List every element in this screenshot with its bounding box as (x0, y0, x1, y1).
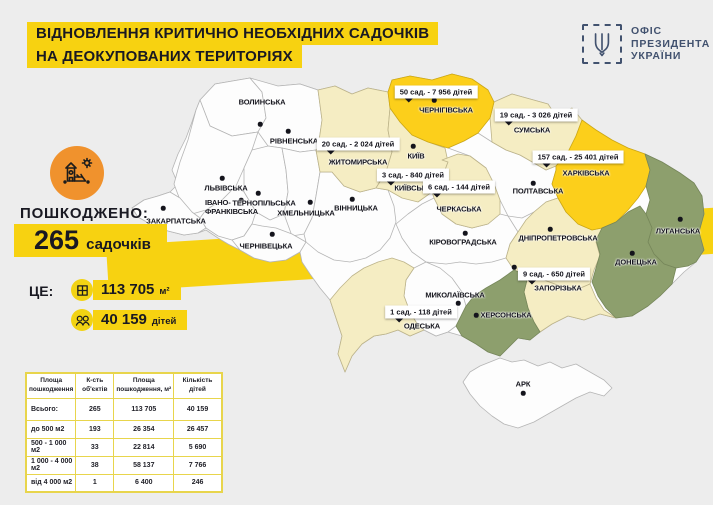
damage-breakdown-table: Площа пошкодження К-сть об'єктів Площа п… (25, 372, 223, 493)
table-cell: 6 400 (113, 473, 175, 493)
region-shape-luhanska (644, 153, 705, 269)
table-row: від 4 000 м2 1 6 400 246 (25, 473, 223, 493)
area-stat-bar: 113 705 м² (93, 280, 181, 300)
table-cell: 26 457 (173, 419, 223, 439)
damaged-label: ПОШКОДЖЕНО: (20, 205, 149, 222)
region-shape-ark-crimea (462, 357, 613, 429)
table-cell: 26 354 (113, 419, 175, 439)
logo-text: ОФІС ПРЕЗИДЕНТА УКРАЇНИ (631, 25, 711, 63)
region-shape-khersonska (455, 269, 541, 357)
table-cell: 7 766 (173, 455, 223, 475)
children-unit: дітей (151, 316, 177, 327)
table-cell: 40 159 (173, 397, 223, 421)
table-cell: до 500 м2 (25, 419, 77, 439)
table-cell: 1 000 - 4 000 м2 (25, 455, 77, 475)
table-cell: 1 (75, 473, 115, 493)
table-cell: 33 (75, 437, 115, 457)
floor-area-icon (71, 279, 93, 301)
table-cell: Всього: (25, 397, 77, 421)
children-value: 40 159 (101, 311, 147, 328)
table-row-total: Всього: 265 113 705 40 159 (25, 397, 223, 421)
damaged-total-unit: садочків (86, 236, 151, 253)
table-cell: 58 137 (113, 455, 175, 475)
table-row: до 500 м2 193 26 354 26 457 (25, 419, 223, 439)
table-row: 500 - 1 000 м2 33 22 814 5 690 (25, 437, 223, 457)
table-cell: 5 690 (173, 437, 223, 457)
table-cell: 38 (75, 455, 115, 475)
children-icon (71, 309, 93, 331)
damaged-kindergarten-icon (50, 146, 104, 200)
area-value: 113 705 (101, 281, 155, 298)
region-shape-odeska (329, 257, 425, 373)
table-cell: 193 (75, 419, 115, 439)
area-unit: м² (159, 286, 170, 297)
table-cell: 265 (75, 397, 115, 421)
tryzub-trident-icon (582, 24, 622, 64)
table-cell: 246 (173, 473, 223, 493)
table-cell: 113 705 (113, 397, 175, 421)
damaged-total-value: 265 (34, 225, 80, 255)
table-row: 1 000 - 4 000 м2 38 58 137 7 766 (25, 455, 223, 475)
region-shape-donetska (591, 205, 677, 319)
presidential-office-logo: ОФІС ПРЕЗИДЕНТА УКРАЇНИ (582, 24, 710, 64)
table-header-damaged-area: Площа пошкодження, м² (113, 372, 175, 399)
equals-label: ЦЕ: (29, 283, 54, 299)
table-header-object-count: К-сть об'єктів (75, 372, 115, 399)
page-title-line2: НА ДЕОКУПОВАНИХ ТЕРИТОРІЯХ (27, 45, 302, 68)
table-cell: 22 814 (113, 437, 175, 457)
table-header-row: Площа пошкодження К-сть об'єктів Площа п… (25, 372, 223, 399)
table-cell: 500 - 1 000 м2 (25, 437, 77, 457)
region-shape-kharkivska (551, 119, 651, 231)
table-header-area-class: Площа пошкодження (25, 372, 77, 399)
children-stat-bar: 40 159 дітей (93, 310, 188, 330)
table-header-children-count: Кількість дітей (173, 372, 223, 399)
table-cell: від 4 000 м2 (25, 473, 77, 493)
page-title-line1: ВІДНОВЛЕННЯ КРИТИЧНО НЕОБХІДНИХ САДОЧКІВ (27, 22, 439, 45)
damaged-total-bar: 265 садочків (14, 224, 167, 257)
page-title: ВІДНОВЛЕННЯ КРИТИЧНО НЕОБХІДНИХ САДОЧКІВ… (27, 22, 439, 68)
